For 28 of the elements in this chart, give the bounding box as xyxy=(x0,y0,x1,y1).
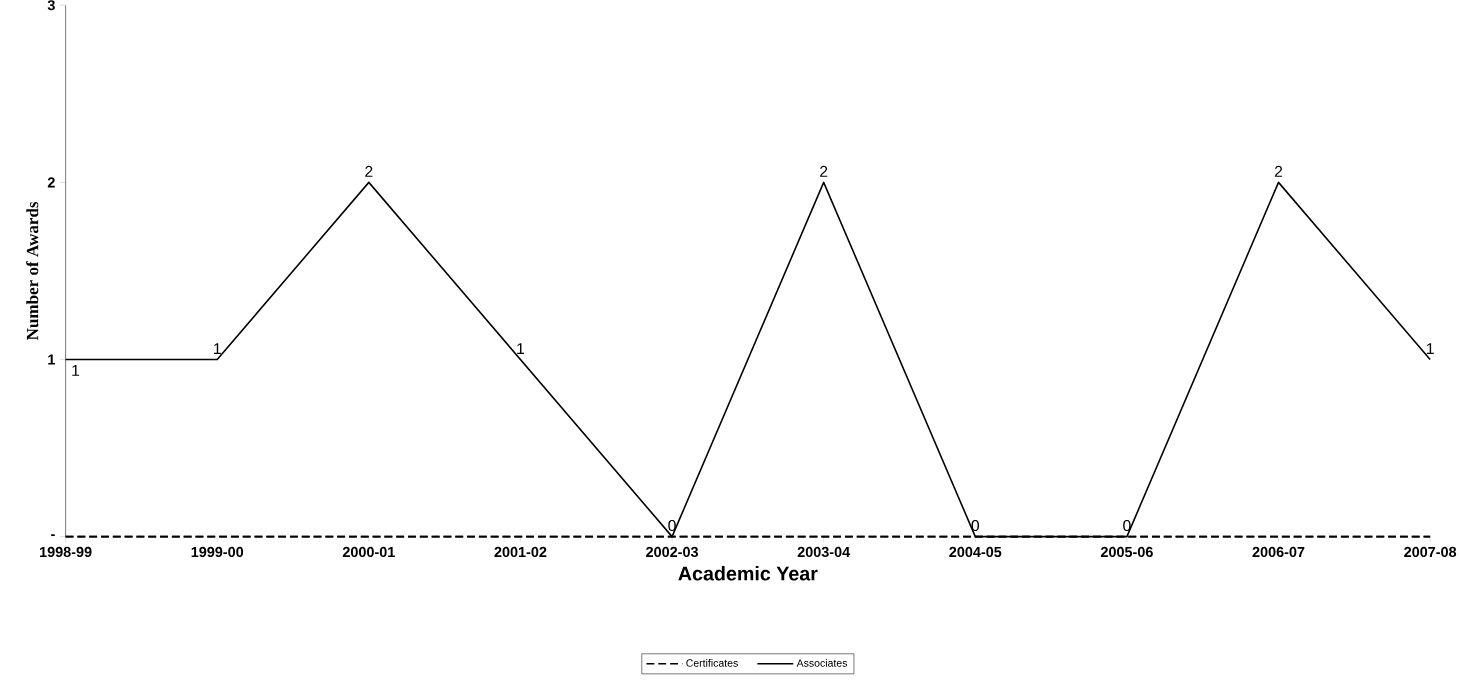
x-axis-title: Academic Year xyxy=(678,566,818,581)
x-tick-label: 2004-05 xyxy=(949,547,1002,558)
y-tick-label: - xyxy=(51,534,55,537)
y-axis-title: Number of Awards xyxy=(26,202,39,341)
x-tick-label: 2003-04 xyxy=(797,547,851,558)
data-label: 1 xyxy=(517,343,525,355)
data-label: 0 xyxy=(668,520,676,532)
x-tick-label: 2006-07 xyxy=(1252,547,1305,558)
y-tick-label: 3 xyxy=(47,0,55,11)
data-label: 2 xyxy=(365,166,373,178)
y-tick-label: 2 xyxy=(47,177,55,188)
x-tick-label: 2001-02 xyxy=(494,547,547,558)
data-label: 1 xyxy=(72,365,80,377)
x-tick-label: 2007-08 xyxy=(1404,547,1457,558)
y-tick-label: 1 xyxy=(48,354,55,365)
data-label: 0 xyxy=(1123,520,1131,532)
data-label: 0 xyxy=(971,520,980,532)
x-tick-label: 1998-99 xyxy=(40,547,92,558)
data-label: 1 xyxy=(1426,343,1434,355)
x-tick-label: 2005-06 xyxy=(1100,547,1153,558)
data-label: 2 xyxy=(1274,166,1283,178)
legend-label: Associates xyxy=(796,659,848,667)
data-label: 2 xyxy=(820,166,828,178)
legend-label: Certificates xyxy=(686,659,738,667)
x-tick-label: 1999-00 xyxy=(191,547,244,558)
data-label: 1 xyxy=(214,343,221,355)
x-tick-label: 2000-01 xyxy=(342,547,395,558)
x-tick-label: 2002-03 xyxy=(646,547,699,558)
